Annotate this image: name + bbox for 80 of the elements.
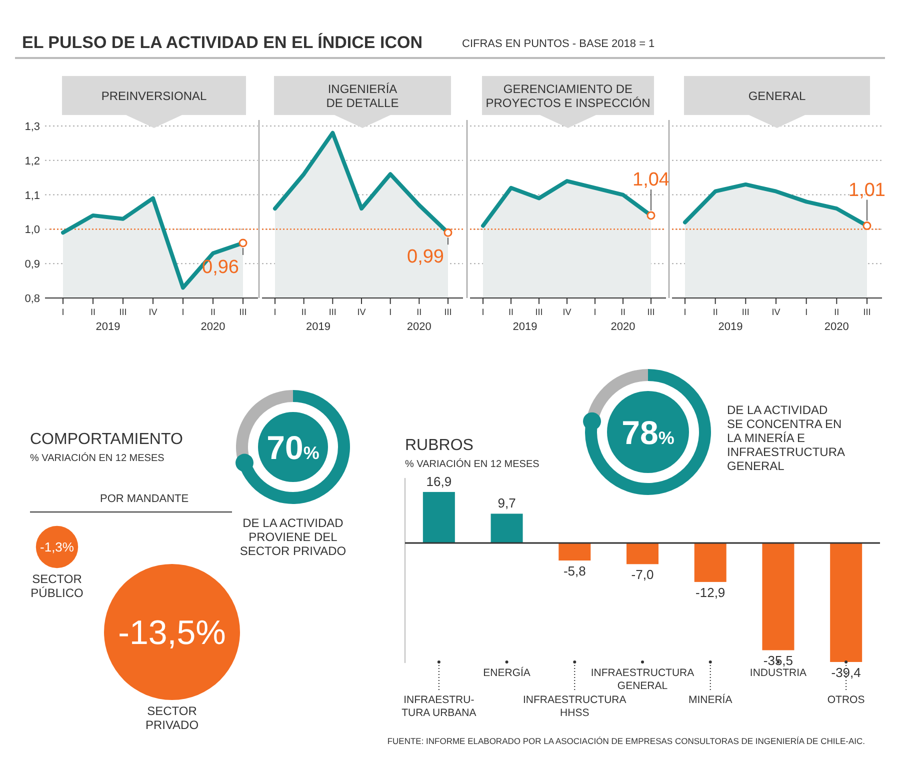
text: 2019 [512,321,538,333]
y-tick-label: 0,8 [24,293,40,305]
x-tick-label: III [119,307,127,317]
text: 2020 [610,321,636,333]
text: 2019 [96,321,120,333]
data-label: 16,9 [426,474,452,489]
x-tick-label: II [508,307,514,317]
text: 2019 [306,321,330,333]
x-tick-label: IV [772,307,780,317]
chart-title: RUBROS [405,437,474,454]
data-label: 0,96 [202,256,239,278]
data-label: -13,5% [118,614,226,652]
x-tick-label: III [742,307,750,317]
x-tick-label: INFRAESTRU- TURA URBANA [402,694,476,719]
x-tick-label: OTROS [827,694,865,706]
y-tick-label: 1,2 [24,155,40,168]
x-tick-label: INDUSTRIA [750,667,807,679]
data-label: 1,04 [632,169,670,190]
chart-title: GENERAL [748,89,806,103]
x-tick-label: II [210,307,216,317]
x-tick-label: III [239,307,247,317]
x-tick-label: III [444,307,452,317]
text: 2020 [406,321,432,333]
text: CIFRAS EN PUNTOS - BASE 2018 = 1 [462,38,655,50]
data-label: 70% [266,429,320,466]
data-label: -39,4 [831,664,861,680]
x-tick-label: IV [148,307,158,317]
category-label: SECTOR PÚBLICO [30,572,84,600]
text: 2019 [718,321,743,333]
x-tick-label: II [834,307,840,317]
y-tick-label: 1,1 [24,190,40,202]
category-label: SECTOR PRIVADO [145,704,199,732]
x-tick-label: MINERÍA [688,693,732,706]
x-tick-label: I [684,307,686,317]
x-tick-label: I [482,307,484,317]
y-tick-label: 0,9 [24,258,40,271]
data-label: -7,0 [631,567,654,582]
data-label: 78% [622,414,674,451]
x-tick-label: I [62,307,64,317]
chart-subtitle: % VARIACIÓN EN 12 MESES [405,458,540,470]
chart-title: GERENCIAMIENTO DE PROYECTOS E INSPECCIÓN [486,82,650,110]
x-tick-label: I [274,307,276,317]
x-tick-label: II [90,307,96,317]
text: % VARIACIÓN EN 12 MESES [30,452,165,464]
chart-title: PREINVERSIONAL [101,89,207,103]
x-tick-label: II [301,307,306,317]
data-label: -35,5 [763,653,794,668]
data-label: 0,99 [407,246,444,268]
x-tick-label: II [416,307,422,317]
x-tick-label: I [805,307,808,317]
x-tick-label: INFRAESTRUCTURA GENERAL [590,667,694,692]
text: 2020 [824,321,849,333]
x-tick-label: III [647,307,655,317]
text: 2020 [200,321,226,333]
y-tick-label: 1,3 [24,121,40,133]
text: DE LA ACTIVIDAD SE CONCENTRA EN LA MINERÍA E INFRAESTRUCTURA GENERAL [727,403,846,473]
y-tick-label: 1,0 [24,224,40,236]
data-label: -12,9 [696,584,726,600]
x-tick-label: IV [357,307,366,317]
x-tick-label: II [620,307,626,317]
x-tick-label: III [863,307,871,317]
text: EL PULSO DE LA ACTIVIDAD EN EL ÍNDICE ICON [22,32,422,52]
x-tick-label: II [712,307,718,317]
source-note: FUENTE: INFORME ELABORADO POR LA ASOCIACIÓN DE EMPRESAS CONSULTORAS DE INGENIERÍA DE CHILE-AIC. [387,736,865,746]
x-tick-label: III [535,307,543,317]
legend-title: POR MANDANTE [100,493,189,505]
x-tick-label: I [389,307,392,317]
data-label: 9,7 [498,496,516,511]
data-label: 1,01 [848,180,886,201]
x-tick-label: I [182,307,184,317]
x-tick-label: ENERGÍA [483,666,530,679]
data-label: -1,3% [40,540,74,555]
text: DE LA ACTIVIDAD PROVIENE DEL SECTOR PRIVADO [240,516,346,558]
text: COMPORTAMIENTO [30,431,183,448]
data-label: -5,8 [563,564,586,579]
x-tick-label: INFRAESTRUCTURA HHSS [523,694,626,719]
chart-title: INGENIERÍA DE DETALLE [326,82,399,110]
x-tick-label: IV [562,307,572,317]
x-tick-label: I [594,307,596,317]
x-tick-label: III [328,307,336,317]
